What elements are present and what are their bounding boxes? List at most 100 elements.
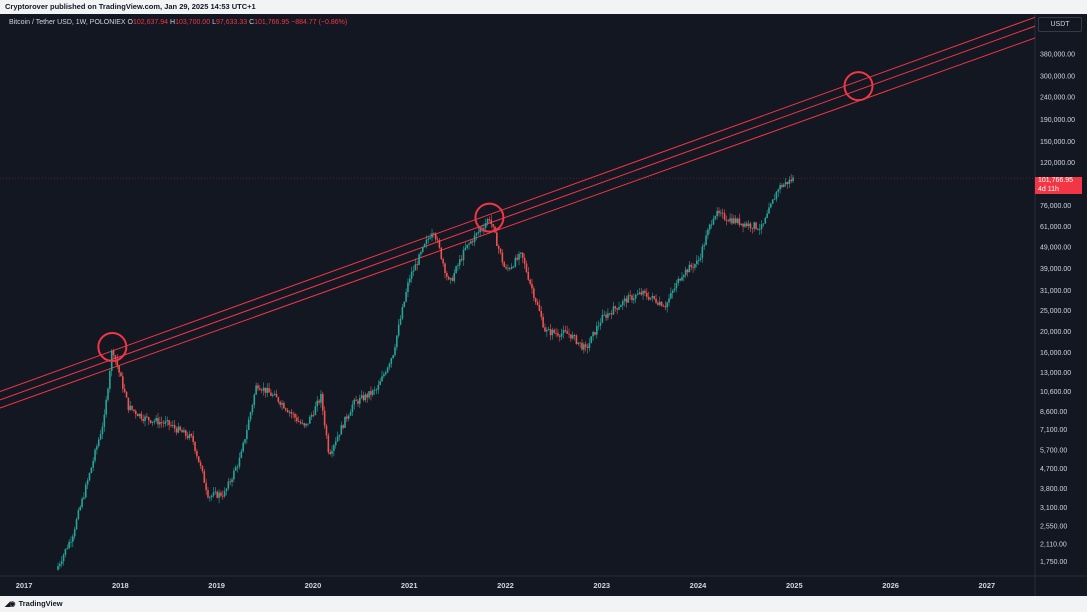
candle-body: [477, 232, 480, 234]
low-value: 97,633.33: [215, 19, 248, 26]
candle-body: [159, 421, 161, 425]
candle-body: [173, 424, 176, 429]
candle-body: [260, 389, 263, 391]
chart-area[interactable]: 380,000.00 300,000.00 240,000.00 190,000.00…: [0, 14, 1087, 596]
candle-body: [286, 409, 289, 413]
candle-body: [236, 466, 239, 468]
candle-body: [425, 239, 428, 245]
candle-body: [786, 182, 789, 184]
candle-body: [745, 223, 748, 227]
highlight-circle: [474, 202, 505, 233]
candle-body: [284, 408, 287, 410]
candle-body: [686, 269, 689, 273]
candle-body: [466, 244, 469, 248]
candle-body: [59, 563, 61, 567]
currency-label[interactable]: USDT: [1038, 17, 1082, 32]
candle-body: [134, 410, 137, 415]
candle-body: [670, 292, 672, 299]
candle-body: [497, 245, 500, 249]
candle-body: [314, 406, 317, 415]
candle-body: [671, 290, 674, 293]
candle-body: [464, 247, 467, 250]
candle-body: [181, 430, 183, 433]
candle-body: [166, 420, 169, 422]
candle-body: [603, 314, 606, 316]
candle-body: [427, 238, 430, 240]
candle-body: [484, 223, 487, 228]
candle-body: [381, 376, 383, 382]
candle-body: [783, 184, 785, 187]
price-chart[interactable]: 380,000.00 300,000.00 240,000.00 190,000.00…: [0, 14, 1087, 596]
candle-body: [118, 365, 120, 373]
candle-body: [729, 218, 731, 222]
candle-body: [486, 219, 489, 224]
candle-body: [160, 421, 163, 423]
candle-body: [725, 219, 728, 221]
candle-body: [479, 229, 481, 233]
candle-body: [247, 419, 250, 430]
candle-body: [575, 335, 578, 344]
x-tick-label: 2025: [786, 581, 803, 590]
candle-body: [114, 355, 117, 359]
candle-body: [558, 335, 561, 337]
candle-body: [781, 185, 783, 187]
y-tick-label: 13,000.00: [1040, 370, 1071, 377]
candle-body: [434, 233, 437, 240]
candle-body: [251, 404, 254, 413]
candle-body: [266, 387, 269, 393]
candle-body: [190, 434, 193, 436]
candle-body: [72, 536, 74, 542]
candle-body: [551, 329, 554, 336]
candle-body: [429, 237, 431, 239]
candle-body: [681, 276, 683, 281]
candle-body: [549, 329, 552, 336]
candle-body: [75, 519, 78, 530]
candle-body: [168, 420, 170, 426]
high-value: 103,700.00: [175, 19, 211, 26]
candle-body: [468, 243, 470, 245]
candle-body: [538, 304, 541, 311]
candle-body: [371, 390, 374, 395]
candle-body: [405, 292, 407, 302]
candle-body: [412, 270, 415, 272]
candle-body: [636, 293, 639, 295]
candle-body: [318, 400, 320, 403]
candle-body: [229, 481, 232, 483]
candle-body: [716, 210, 718, 217]
candle-body: [581, 342, 583, 350]
candle-body: [112, 350, 115, 356]
candle-body: [157, 417, 159, 425]
candle-body: [379, 381, 381, 386]
candle-body: [281, 402, 283, 405]
candle-body: [784, 182, 787, 185]
candle-body: [270, 392, 272, 396]
candle-body: [536, 302, 539, 305]
candle-body: [518, 253, 520, 260]
candle-body: [527, 271, 530, 280]
candle-body: [122, 376, 124, 389]
candle-body: [708, 224, 711, 230]
candle-body: [77, 510, 80, 520]
candle-body: [244, 439, 246, 443]
candle-body: [766, 213, 768, 218]
publisher-text: Cryptorover published on TradingView.com…: [5, 2, 256, 11]
candle-body: [640, 292, 643, 295]
candle-body: [183, 430, 185, 433]
candle-body: [279, 401, 281, 405]
y-tick-label: 120,000.00: [1040, 160, 1075, 167]
candle-body: [309, 416, 311, 424]
candle-body: [529, 279, 531, 284]
candle-body: [503, 262, 506, 268]
highlight-circle: [97, 331, 128, 362]
candle-body: [418, 254, 420, 265]
candle-body: [344, 416, 346, 428]
x-tick-label: 2018: [112, 581, 129, 590]
candle-body: [705, 235, 707, 246]
tradingview-logo-text[interactable]: TradingView: [18, 599, 63, 608]
candle-body: [116, 358, 119, 366]
candle-body: [177, 426, 180, 433]
candle-body: [216, 491, 219, 498]
candle-body: [290, 411, 293, 414]
y-tick-label: 20,000.00: [1040, 329, 1071, 336]
candle-body: [727, 220, 730, 222]
